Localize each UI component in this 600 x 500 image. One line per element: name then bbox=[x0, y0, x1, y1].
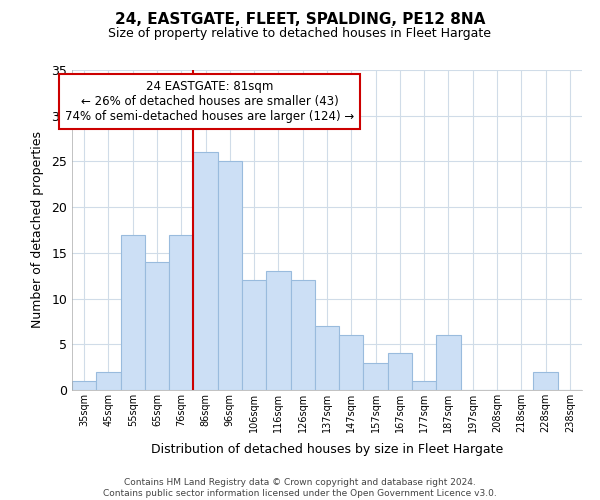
Text: Contains HM Land Registry data © Crown copyright and database right 2024.
Contai: Contains HM Land Registry data © Crown c… bbox=[103, 478, 497, 498]
Bar bbox=[266, 271, 290, 390]
Bar bbox=[388, 354, 412, 390]
Bar bbox=[436, 335, 461, 390]
Bar bbox=[412, 381, 436, 390]
Text: 24 EASTGATE: 81sqm
← 26% of detached houses are smaller (43)
74% of semi-detache: 24 EASTGATE: 81sqm ← 26% of detached hou… bbox=[65, 80, 355, 122]
Text: Size of property relative to detached houses in Fleet Hargate: Size of property relative to detached ho… bbox=[109, 28, 491, 40]
Bar bbox=[193, 152, 218, 390]
Bar bbox=[364, 362, 388, 390]
Bar bbox=[339, 335, 364, 390]
Bar bbox=[145, 262, 169, 390]
Bar bbox=[290, 280, 315, 390]
Bar bbox=[218, 162, 242, 390]
Bar bbox=[169, 234, 193, 390]
Bar bbox=[315, 326, 339, 390]
Bar bbox=[96, 372, 121, 390]
Bar bbox=[121, 234, 145, 390]
Bar bbox=[533, 372, 558, 390]
X-axis label: Distribution of detached houses by size in Fleet Hargate: Distribution of detached houses by size … bbox=[151, 444, 503, 456]
Bar bbox=[242, 280, 266, 390]
Text: 24, EASTGATE, FLEET, SPALDING, PE12 8NA: 24, EASTGATE, FLEET, SPALDING, PE12 8NA bbox=[115, 12, 485, 28]
Y-axis label: Number of detached properties: Number of detached properties bbox=[31, 132, 44, 328]
Bar bbox=[72, 381, 96, 390]
